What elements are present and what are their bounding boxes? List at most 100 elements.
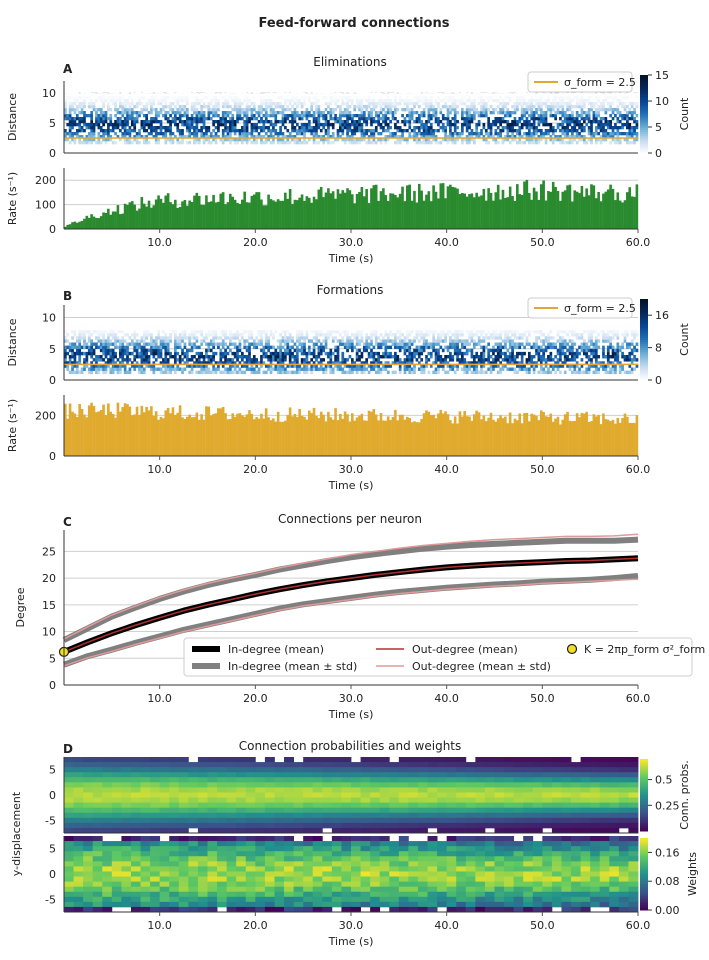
form-cell: [262, 320, 266, 325]
form-cell: [286, 339, 290, 343]
form-cell: [121, 355, 125, 359]
elim-colorbar-cell: [640, 145, 648, 148]
form-cell: [233, 326, 237, 331]
form-cell: [415, 358, 419, 362]
elim-cell: [391, 135, 395, 139]
elim-rate-bar: [578, 193, 581, 229]
form-cell: [413, 336, 416, 340]
elim-cell: [511, 87, 514, 91]
form-cell: [398, 326, 402, 331]
form-cell: [130, 361, 134, 365]
elim-rate-bar: [475, 192, 478, 229]
form-cell: [73, 355, 77, 359]
elim-cell: [358, 114, 361, 118]
elim-cell: [537, 93, 541, 97]
form-cell: [343, 320, 347, 325]
form-cell: [71, 320, 74, 325]
elim-cell: [401, 108, 404, 112]
elim-cell: [221, 105, 225, 109]
elim-cell: [432, 87, 436, 91]
elim-cell: [245, 99, 249, 103]
form-cell: [233, 345, 237, 350]
elim-cell: [267, 93, 270, 97]
form-cell: [429, 355, 433, 359]
elim-cell: [97, 135, 101, 139]
elim-cell: [398, 126, 402, 130]
form-cell: [238, 320, 242, 325]
elim-cell: [520, 111, 524, 115]
elim-cell: [554, 117, 557, 121]
elim-cell: [461, 117, 464, 121]
elim-cell: [130, 108, 134, 112]
elim-cell: [372, 105, 376, 109]
elim-cell: [518, 87, 522, 91]
elim-cell: [343, 114, 347, 118]
form-cell: [295, 333, 299, 337]
elim-cell: [386, 129, 390, 133]
elim-cell: [482, 123, 486, 127]
elim-cell: [154, 135, 158, 139]
elim-cell: [575, 135, 579, 139]
form-cell: [262, 348, 266, 353]
elim-cell: [164, 96, 168, 100]
form-cell: [315, 320, 318, 325]
form-cell: [384, 367, 388, 371]
elim-cell: [174, 99, 177, 103]
elim-cell: [429, 105, 433, 109]
elim-cell: [410, 114, 414, 118]
elim-cell: [379, 141, 383, 145]
elim-cell: [212, 138, 215, 142]
form-cell: [343, 364, 347, 368]
form-cell: [413, 339, 416, 343]
elim-cell: [169, 105, 172, 109]
elim-cell: [580, 129, 584, 133]
elim-cell: [590, 108, 593, 112]
form-cell: [97, 336, 101, 340]
form-cell: [370, 320, 373, 325]
elim-cell: [439, 99, 443, 103]
elim-cell: [544, 123, 548, 127]
form-cell: [130, 342, 134, 346]
form-cell: [229, 323, 232, 328]
elim-cell: [463, 120, 467, 124]
form-cell: [279, 345, 282, 350]
form-cell: [300, 333, 304, 337]
form-cell: [123, 333, 127, 337]
elim-cell: [178, 132, 182, 136]
elim-rate-bar: [207, 202, 211, 229]
elim-cell: [257, 90, 261, 94]
elim-cell: [446, 114, 450, 118]
form-cell: [298, 339, 302, 343]
elim-cell: [71, 93, 74, 97]
form-cell: [295, 345, 299, 350]
form-cell: [174, 342, 177, 346]
form-cell: [343, 323, 347, 328]
elim-cell: [183, 90, 187, 94]
form-cell: [272, 345, 275, 350]
elim-cell: [360, 138, 364, 142]
elim-cell: [587, 126, 591, 130]
elim-cell: [107, 96, 110, 100]
elim-cell: [276, 132, 280, 136]
elim-cell: [470, 117, 474, 121]
form-cell: [317, 367, 321, 371]
elim-cell: [580, 99, 584, 103]
elim-cell: [300, 96, 304, 100]
elim-cell: [205, 96, 208, 100]
form-cell: [267, 348, 270, 353]
form-cell: [406, 364, 409, 368]
elim-cell: [214, 105, 218, 109]
elim-cell: [284, 93, 287, 97]
elim-cell: [64, 138, 67, 142]
elim-cell: [360, 132, 364, 136]
elim-rate-bar: [327, 188, 330, 229]
form-cell: [224, 351, 227, 356]
elim-cell: [331, 90, 335, 94]
elim-cell: [138, 99, 141, 103]
elim-cell: [372, 129, 376, 133]
form-cell: [377, 345, 380, 350]
elim-cell: [513, 108, 517, 112]
elim-cell: [185, 108, 189, 112]
form-cell: [298, 342, 302, 346]
elim-cell: [169, 132, 172, 136]
